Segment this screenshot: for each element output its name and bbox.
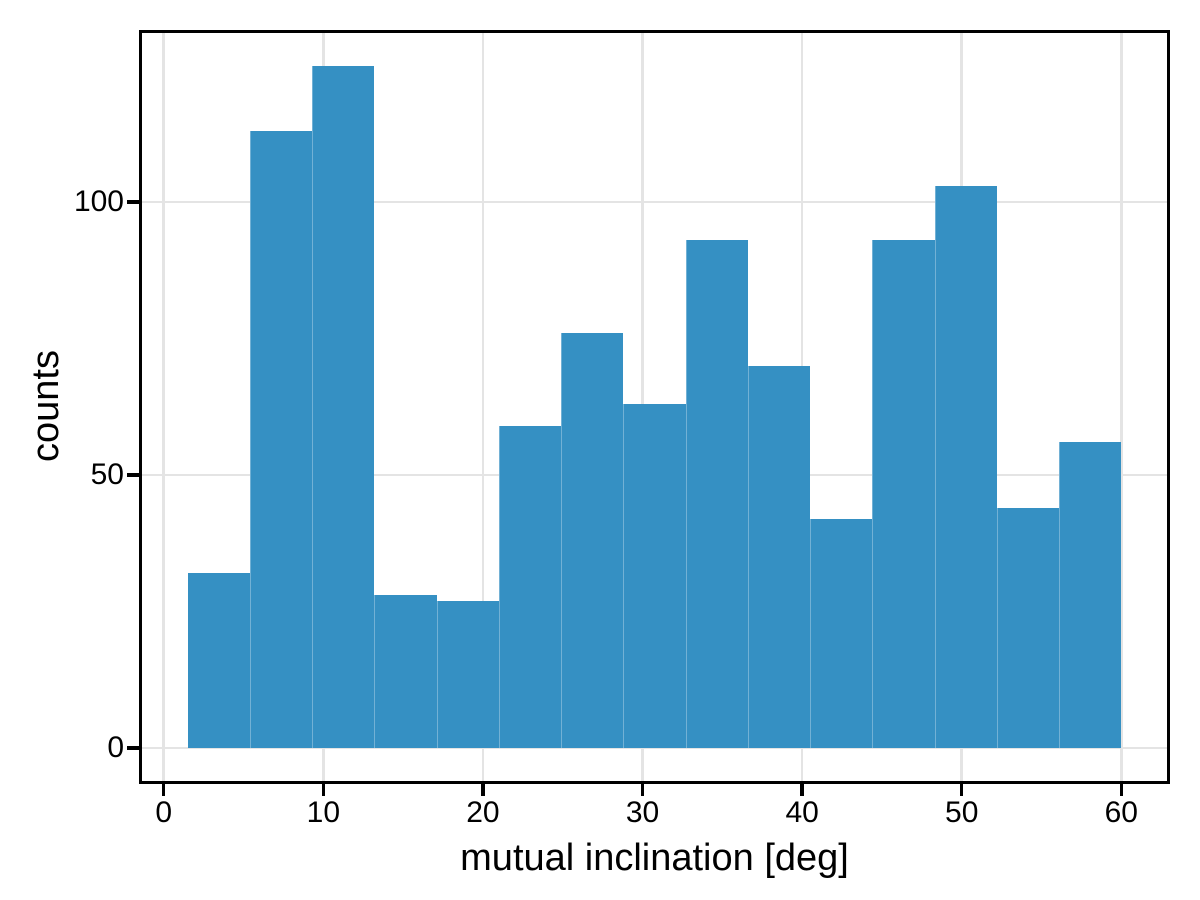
x-tick-mark xyxy=(161,783,166,796)
x-tick-mark xyxy=(959,783,964,796)
y-tick-label: 100 xyxy=(73,185,124,219)
x-tick-mark xyxy=(1119,783,1124,796)
histogram-bar xyxy=(623,404,686,748)
x-tick-label: 50 xyxy=(945,796,979,829)
x-tick-mark xyxy=(640,783,645,796)
histogram-bar xyxy=(374,595,437,748)
x-tick-label: 10 xyxy=(306,796,341,829)
histogram-bar xyxy=(436,600,499,748)
x-tick-mark xyxy=(481,783,485,796)
x-tick-label: 20 xyxy=(466,796,500,829)
histogram-bar xyxy=(187,573,250,748)
histogram-bar xyxy=(934,185,997,748)
x-tick-mark xyxy=(321,783,326,796)
y-tick-mark xyxy=(127,200,140,204)
x-tick-label: 0 xyxy=(155,796,173,829)
y-axis-title: counts xyxy=(25,350,67,462)
histogram-bar xyxy=(312,65,375,748)
histogram-bar xyxy=(685,240,748,748)
x-tick-label: 30 xyxy=(625,796,660,829)
plot-area xyxy=(139,29,1170,784)
y-tick-label: 0 xyxy=(107,730,124,764)
x-gridline xyxy=(1120,31,1123,782)
histogram-bar xyxy=(498,425,562,748)
histogram-bar xyxy=(747,365,811,748)
y-gridline xyxy=(141,746,1168,750)
histogram-bar xyxy=(810,518,873,748)
x-tick-label: 60 xyxy=(1104,796,1138,829)
y-tick-mark xyxy=(127,473,140,477)
y-tick-label: 50 xyxy=(90,457,124,491)
histogram-bar xyxy=(872,240,935,748)
x-tick-mark xyxy=(800,783,804,796)
histogram-bar xyxy=(249,131,313,748)
x-gridline xyxy=(481,31,485,782)
x-gridline xyxy=(162,31,165,782)
histogram-bar xyxy=(996,507,1060,748)
histogram-bar xyxy=(561,333,624,748)
x-axis-title: mutual inclination [deg] xyxy=(460,837,849,879)
y-gridline xyxy=(141,200,1168,204)
y-tick-mark xyxy=(127,746,140,750)
histogram-bar xyxy=(1059,442,1122,748)
x-tick-label: 40 xyxy=(785,796,819,829)
